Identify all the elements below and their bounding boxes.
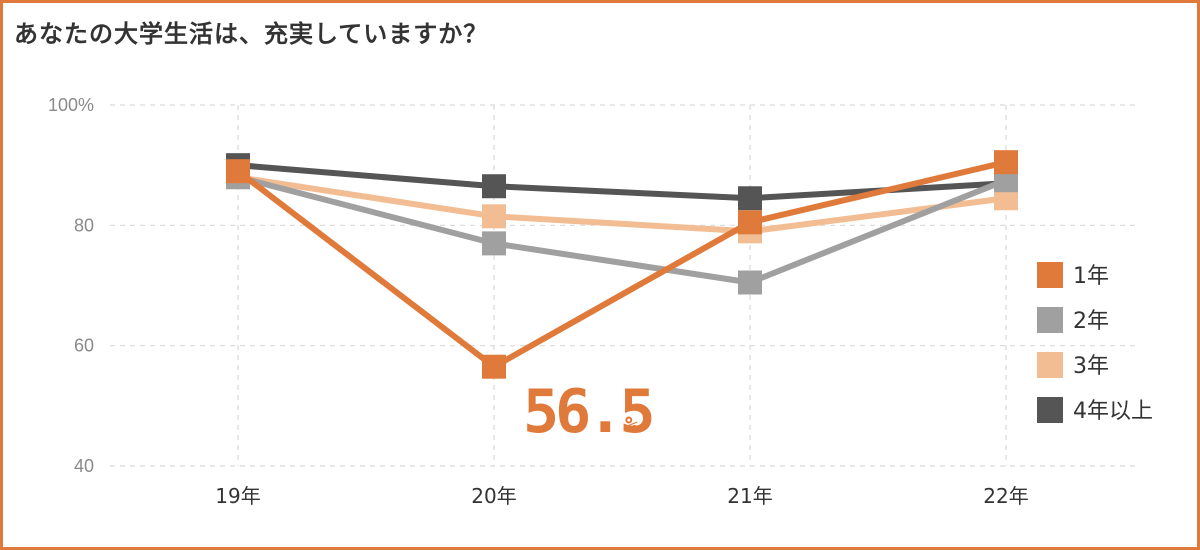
legend-item: 3年 [1037,352,1109,379]
legend-label: 3年 [1073,354,1109,379]
series-4 [226,153,1018,211]
y-tick-label: 40 [74,456,94,476]
y-axis-ticks: 40 60 80 100% [48,95,94,476]
y-tick-label: 80 [74,215,94,235]
legend-swatch [1037,262,1063,288]
y-tick-label: 100% [48,95,94,115]
callout-annotation: 56.5% [523,377,656,447]
chart-title: あなたの大学生活は、充実していますか？ [14,20,489,48]
series-1 [226,150,1018,379]
legend-label: 1年 [1073,264,1109,289]
x-tick-label: 21年 [727,484,772,508]
series-line [235,174,1009,286]
x-axis-ticks: 19年 20年 21年 22年 [215,484,1028,508]
series-line [235,174,1009,235]
legend-swatch [1037,397,1063,423]
legend-item: 1年 [1037,262,1109,289]
series-lines [226,150,1018,379]
callout-unit: % [625,413,639,438]
data-point [738,186,762,211]
callout-value: 56.5 [523,377,652,447]
series-line [235,159,1009,370]
data-point [994,150,1018,175]
legend-item: 2年 [1037,307,1109,334]
x-tick-label: 19年 [215,484,260,508]
legend-swatch [1037,307,1063,333]
data-point [738,270,762,295]
data-point [482,204,506,229]
x-tick-label: 22年 [983,484,1028,508]
legend-label: 4年以上 [1073,399,1153,424]
legend: 1年 2年 3年 4年以上 [1037,262,1153,424]
data-point [482,174,506,199]
data-point [738,210,762,235]
data-point [226,159,250,184]
y-tick-label: 60 [74,336,94,356]
data-point [482,231,506,256]
legend-item: 4年以上 [1037,397,1153,424]
data-point [482,354,506,379]
legend-label: 2年 [1073,309,1109,334]
legend-swatch [1037,352,1063,378]
x-tick-label: 20年 [471,484,516,508]
